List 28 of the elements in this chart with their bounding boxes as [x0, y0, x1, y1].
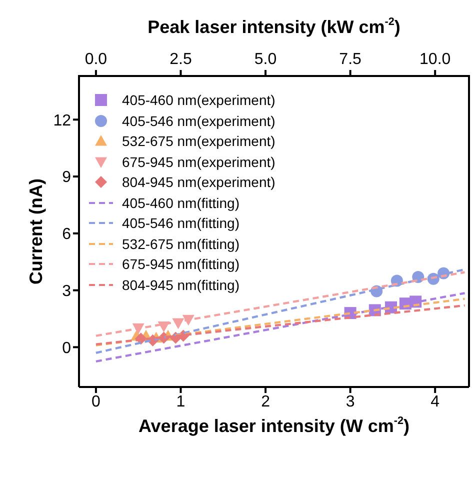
y-tick-label: 9 [62, 169, 72, 186]
legend-label: 405-460 nm(experiment) [122, 91, 276, 110]
x-tick-label: 1 [176, 393, 186, 410]
x-tick-label: 2 [261, 393, 270, 410]
legend-label: 532-675 nm(experiment) [122, 132, 276, 151]
y-tick-label: 6 [62, 226, 72, 244]
legend-label: 675-945 nm(experiment) [122, 152, 276, 172]
x-tick-label: 0 [92, 393, 101, 410]
legend-label: 532-675 nm(fitting) [122, 234, 240, 254]
x2-tick-label: 0.0 [84, 51, 108, 68]
y-axis-title: Current (nA) [26, 178, 46, 284]
legend-label: 804-945 nm(experiment) [122, 173, 276, 192]
y-tick-label: 0 [62, 340, 72, 357]
legend-label: 405-460 nm(fitting) [122, 194, 240, 213]
x2-tick-label: 10.0 [420, 51, 451, 68]
x2-axis-title: Peak laser intensity (kW cm$^{-2}$) [148, 16, 400, 37]
x2-tick-label: 7.5 [339, 51, 362, 68]
legend-label: 405-546 nm(fitting) [122, 214, 240, 233]
x2-tick-label: 2.5 [170, 51, 192, 68]
x-tick-label: 3 [346, 393, 355, 410]
legend-label: 675-945 nm(fitting) [122, 255, 240, 274]
x2-tick-label: 5.0 [254, 51, 277, 68]
y-tick-label: 12 [53, 112, 72, 130]
legend-label: 804-945 nm(fitting) [122, 276, 240, 295]
x-axis-title: Average laser intensity (W cm$^{-2}$) [138, 414, 410, 436]
y-tick-label: 3 [62, 282, 72, 300]
x-tick-label: 4 [430, 393, 440, 410]
legend-label: 405-546 nm(experiment) [122, 112, 276, 131]
